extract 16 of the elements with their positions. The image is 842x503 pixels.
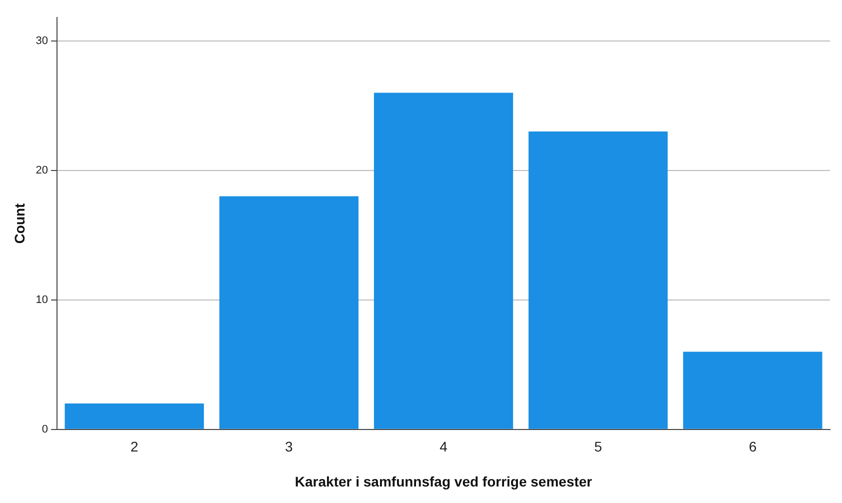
y-tick-label: 30 [36,34,48,47]
x-tick-label: 5 [594,438,602,455]
y-axis-title: Count [11,202,28,244]
x-axis-title: Karakter i samfunnsfag ved forrige semester [294,473,593,490]
bar [219,196,358,429]
y-tick-label: 0 [42,423,48,436]
x-tick-label: 3 [285,438,294,455]
bar [528,132,668,429]
bar [374,92,514,429]
y-tick-label: 10 [36,294,48,306]
x-tick-label: 4 [440,438,448,455]
y-tick-label: 20 [36,164,48,176]
bar [683,352,822,429]
x-tick-label: 6 [748,438,757,455]
bar [64,404,204,429]
x-tick-label: 2 [130,438,138,455]
